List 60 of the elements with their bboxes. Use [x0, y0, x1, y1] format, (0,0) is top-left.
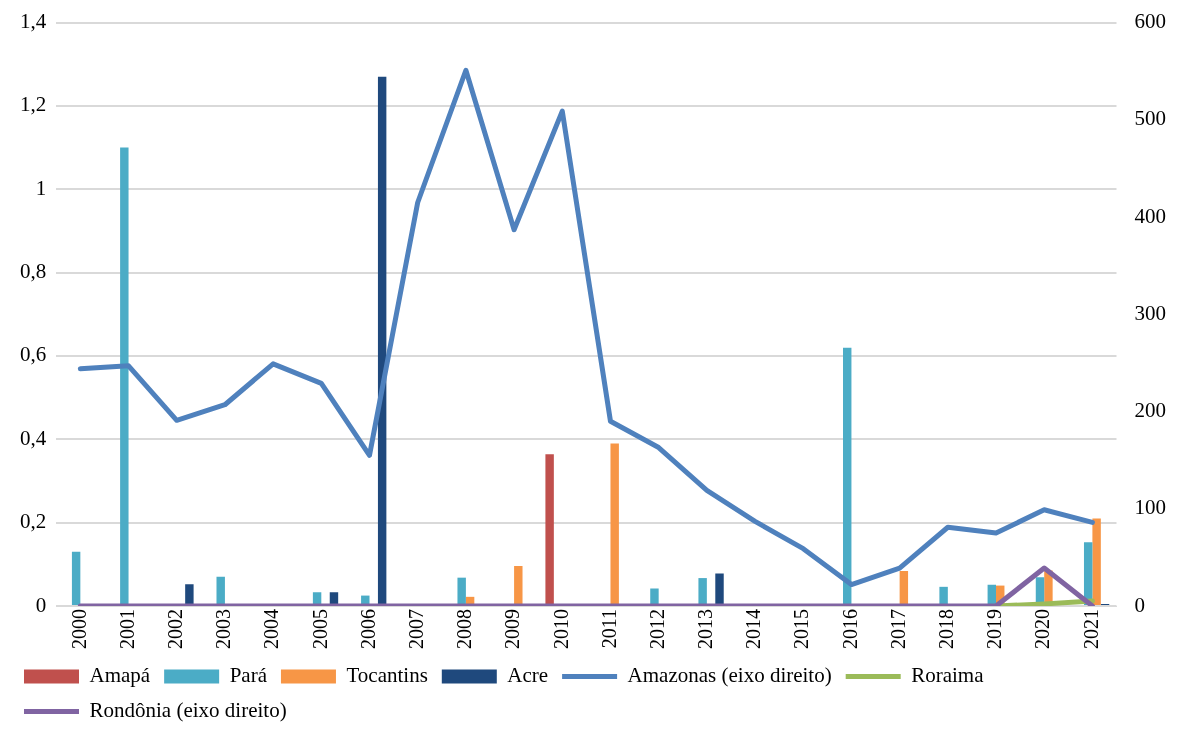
- legend-label: Rondônia (eixo direito): [89, 698, 287, 723]
- legend-label: Amapá: [89, 663, 151, 688]
- bar: [185, 584, 194, 605]
- legend-label: Pará: [229, 663, 268, 688]
- legend-label: Roraima: [911, 663, 985, 688]
- x-tick-label: 2014: [742, 609, 765, 649]
- x-tick-label: 2019: [983, 609, 1006, 649]
- x-tick-label: 2015: [790, 609, 813, 649]
- bar: [1092, 518, 1101, 605]
- x-tick-label: 2001: [115, 609, 138, 649]
- bar: [377, 76, 387, 605]
- bar: [715, 573, 724, 605]
- x-tick-label: 2002: [163, 609, 186, 649]
- y2-tick-label: 600: [1134, 9, 1166, 34]
- y-tick-label: 0,2: [20, 509, 47, 534]
- y2-tick-label: 300: [1134, 300, 1166, 325]
- bar: [899, 571, 909, 605]
- bar: [698, 578, 707, 605]
- x-tick-label: 2018: [935, 609, 958, 649]
- x-tick-label: 2013: [694, 609, 717, 649]
- y2-tick-label: 400: [1134, 203, 1166, 228]
- x-tick-label: 2020: [1031, 609, 1054, 649]
- bar: [514, 566, 523, 605]
- bar: [650, 588, 659, 605]
- x-tick-label: 2009: [501, 609, 524, 649]
- x-tick-label: 2007: [404, 609, 427, 649]
- x-tick-label: 2004: [260, 609, 283, 649]
- x-tick-label: 2010: [549, 609, 572, 649]
- y2-tick-label: 100: [1134, 495, 1166, 520]
- y2-tick-label: 200: [1134, 398, 1166, 423]
- y-tick-label: 1,2: [20, 92, 47, 117]
- x-tick-label: 2021: [1079, 609, 1102, 649]
- bar: [120, 147, 129, 605]
- x-tick-label: 2000: [67, 609, 90, 649]
- x-tick-label: 2011: [597, 609, 620, 649]
- bar: [71, 551, 81, 605]
- y-tick-label: 0,8: [20, 259, 47, 284]
- x-tick-label: 2008: [453, 609, 476, 649]
- legend-label: Acre: [507, 663, 549, 688]
- bar: [939, 586, 948, 605]
- legend-label: Tocantins: [346, 663, 428, 688]
- y-tick-label: 1: [35, 175, 47, 200]
- x-tick-label: 2017: [886, 609, 909, 649]
- x-tick-label: 2012: [645, 609, 668, 649]
- y-tick-label: 1,4: [20, 9, 47, 34]
- y-tick-label: 0,6: [20, 342, 47, 367]
- x-tick-label: 2006: [356, 609, 379, 649]
- bar: [457, 577, 466, 605]
- bar: [843, 347, 852, 605]
- y-tick-label: 0: [35, 592, 47, 617]
- legend-label: Amazonas (eixo direito): [627, 663, 832, 688]
- x-tick-label: 2003: [212, 609, 235, 649]
- bar: [216, 576, 225, 605]
- x-tick-label: 2016: [838, 609, 861, 649]
- y2-tick-label: 0: [1134, 592, 1145, 617]
- y2-tick-label: 500: [1134, 106, 1166, 131]
- bar: [545, 454, 554, 605]
- y-tick-label: 0,4: [20, 425, 47, 450]
- x-tick-label: 2005: [308, 609, 331, 649]
- bar: [610, 443, 619, 605]
